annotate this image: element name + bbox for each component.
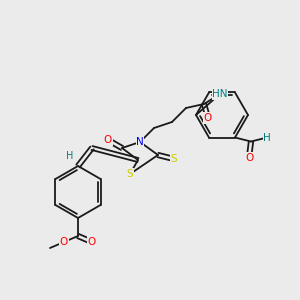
Text: O: O [104, 135, 112, 145]
Text: H: H [263, 133, 271, 142]
Text: O: O [245, 152, 253, 163]
Text: O: O [60, 237, 68, 247]
Text: O: O [204, 113, 212, 123]
Text: H: H [66, 151, 74, 161]
Text: N: N [136, 137, 144, 147]
Text: O: O [88, 237, 96, 247]
Text: S: S [127, 169, 133, 179]
Text: S: S [171, 154, 177, 164]
Text: HN: HN [212, 89, 228, 99]
